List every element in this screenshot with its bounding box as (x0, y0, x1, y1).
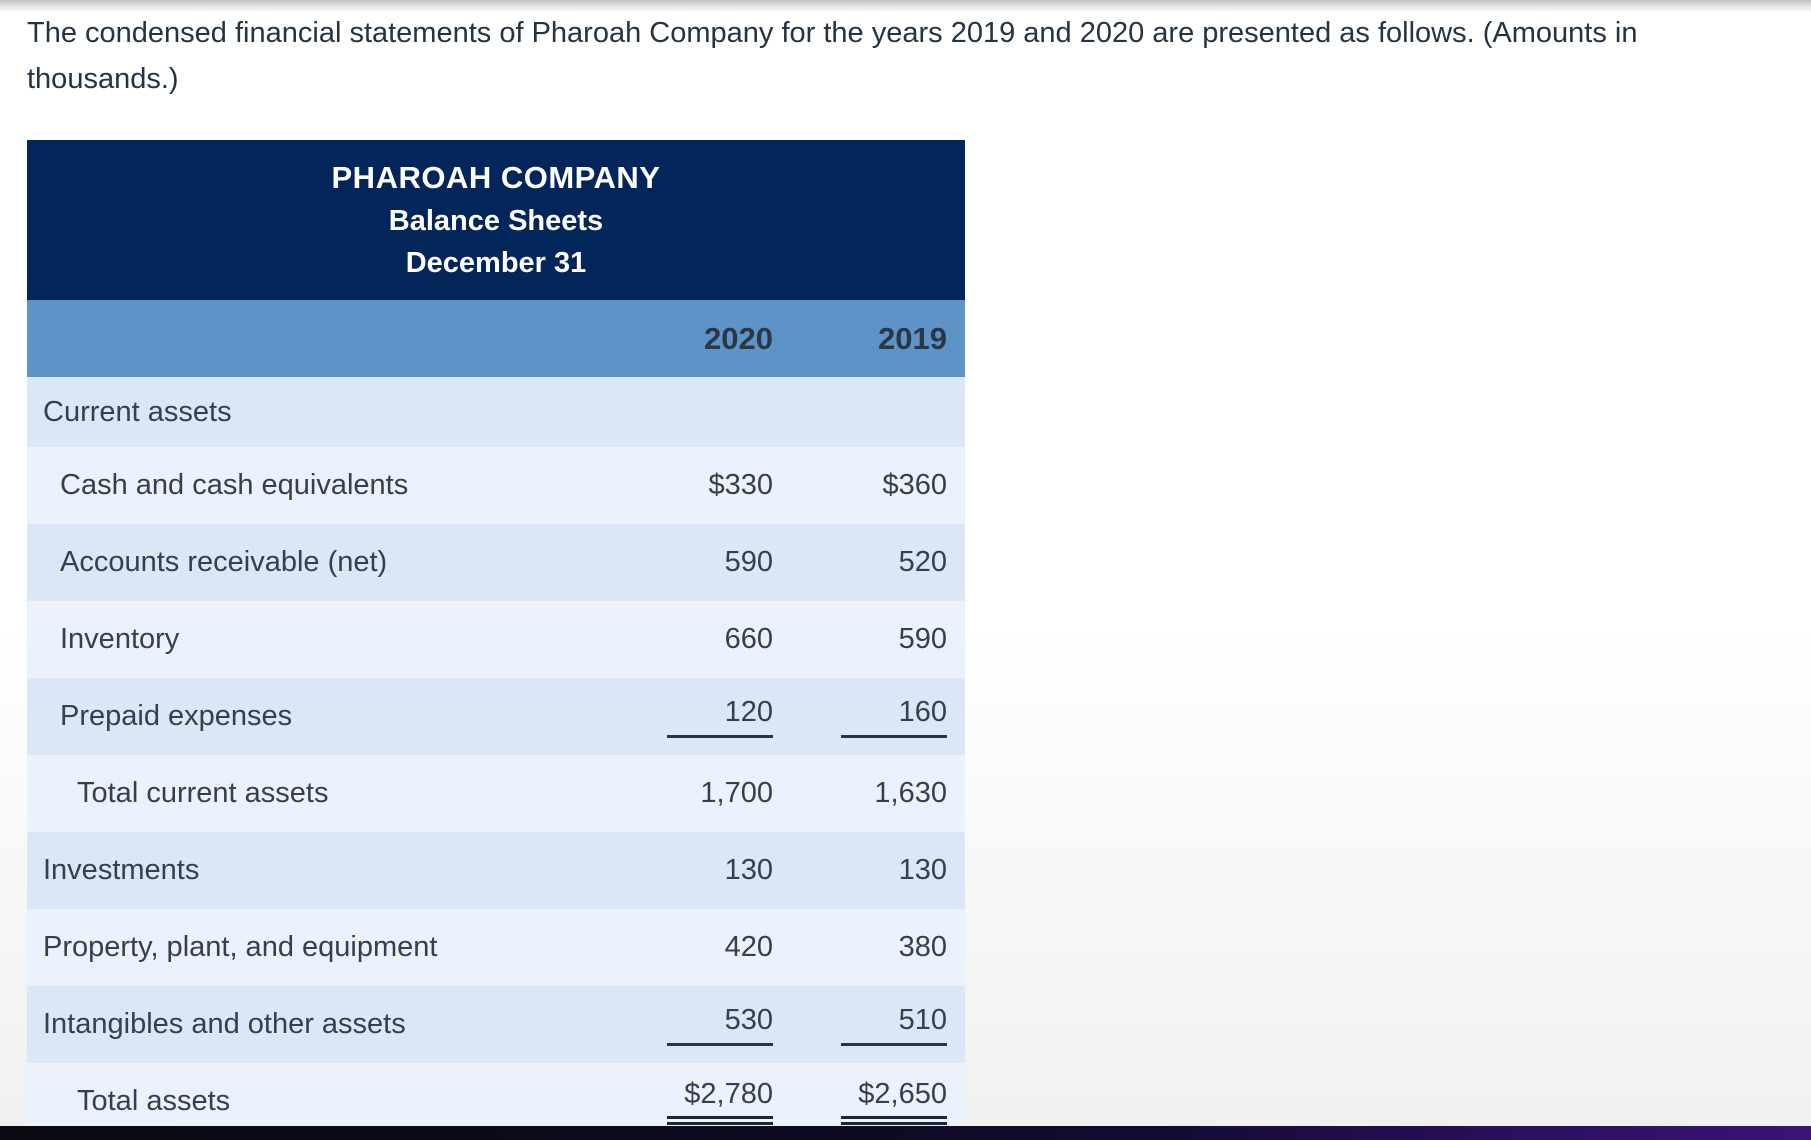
value-2020: 530 (667, 1004, 773, 1046)
value-cell-2020: 590 (617, 546, 791, 579)
table-row: Investments 130 130 (27, 832, 965, 909)
row-label: Total current assets (77, 777, 329, 809)
row-label: Total assets (77, 1085, 231, 1117)
statement-date: December 31 (405, 247, 587, 279)
value-cell-2019: 160 (791, 696, 965, 738)
value-cell-2019: $2,650 (791, 1078, 965, 1125)
value-2020: $330 (708, 469, 773, 501)
value-cell-2020 (617, 396, 791, 429)
row-label: Cash and cash equivalents (60, 469, 409, 501)
value-2019: $360 (882, 469, 947, 501)
balance-sheet-rows: Current assets Cash and cash equivalents $… (27, 377, 965, 1140)
value-2019: 160 (841, 696, 947, 738)
balance-sheet-title-block: PHAROAH COMPANY Balance Sheets December … (27, 140, 965, 300)
value-2020: 1,700 (700, 777, 773, 809)
column-header-2020: 2020 (704, 320, 773, 356)
table-row: Intangibles and other assets 530 510 (27, 986, 965, 1063)
value-2020: 420 (724, 931, 773, 963)
value-2020: 120 (667, 696, 773, 738)
table-row: Inventory 660 590 (27, 601, 965, 678)
row-label: Prepaid expenses (60, 700, 293, 732)
value-2019: 590 (898, 623, 947, 655)
value-cell-2020: 1,700 (617, 777, 791, 810)
value-2019: 1,630 (874, 777, 947, 809)
value-cell-2020: 130 (617, 854, 791, 887)
value-2019: 380 (898, 931, 947, 963)
value-cell-2019: 590 (791, 623, 965, 656)
value-cell-2020: 530 (617, 1004, 791, 1046)
table-row: Total current assets 1,700 1,630 (27, 755, 965, 832)
problem-intro-text: The condensed financial statements of Ph… (27, 17, 1638, 95)
value-cell-2019: 130 (791, 854, 965, 887)
top-toolbar-shadow (0, 0, 1811, 13)
value-2019: $2,650 (841, 1078, 947, 1125)
value-cell-2019: 510 (791, 1004, 965, 1046)
statement-title: Balance Sheets (388, 205, 604, 237)
value-cell-2019: $360 (791, 469, 965, 502)
row-label: Investments (43, 854, 200, 886)
value-2020: 660 (724, 623, 773, 655)
row-label: Property, plant, and equipment (43, 931, 438, 963)
company-name: PHAROAH COMPANY (331, 160, 661, 195)
value-cell-2019: 520 (791, 546, 965, 579)
value-cell-2020: 660 (617, 623, 791, 656)
row-label: Inventory (60, 623, 180, 655)
value-cell-2019: 1,630 (791, 777, 965, 810)
value-2019: 130 (898, 854, 947, 886)
value-cell-2019 (791, 396, 965, 429)
value-2020: 590 (724, 546, 773, 578)
table-row: Accounts receivable (net) 590 520 (27, 524, 965, 601)
row-label: Intangibles and other assets (43, 1008, 406, 1040)
table-row: Current assets (27, 377, 965, 447)
table-row: Cash and cash equivalents $330 $360 (27, 447, 965, 524)
value-cell-2020: $2,780 (617, 1078, 791, 1125)
table-row: Prepaid expenses 120 160 (27, 678, 965, 755)
table-row: Property, plant, and equipment 420 380 (27, 909, 965, 986)
value-cell-2019: 380 (791, 931, 965, 964)
year-header-row: 2020 2019 (27, 300, 965, 377)
bottom-taskbar-edge (0, 1126, 1811, 1140)
value-2019: 510 (841, 1004, 947, 1046)
column-header-2019: 2019 (878, 320, 947, 356)
value-2019: 520 (898, 546, 947, 578)
value-cell-2020: 420 (617, 931, 791, 964)
row-label: Current assets (43, 395, 232, 428)
value-cell-2020: 120 (617, 696, 791, 738)
row-label: Accounts receivable (net) (60, 546, 388, 578)
value-cell-2020: $330 (617, 469, 791, 502)
value-2020: 130 (724, 854, 773, 886)
balance-sheet-table: PHAROAH COMPANY Balance Sheets December … (27, 140, 965, 1140)
value-2020: $2,780 (667, 1078, 773, 1125)
